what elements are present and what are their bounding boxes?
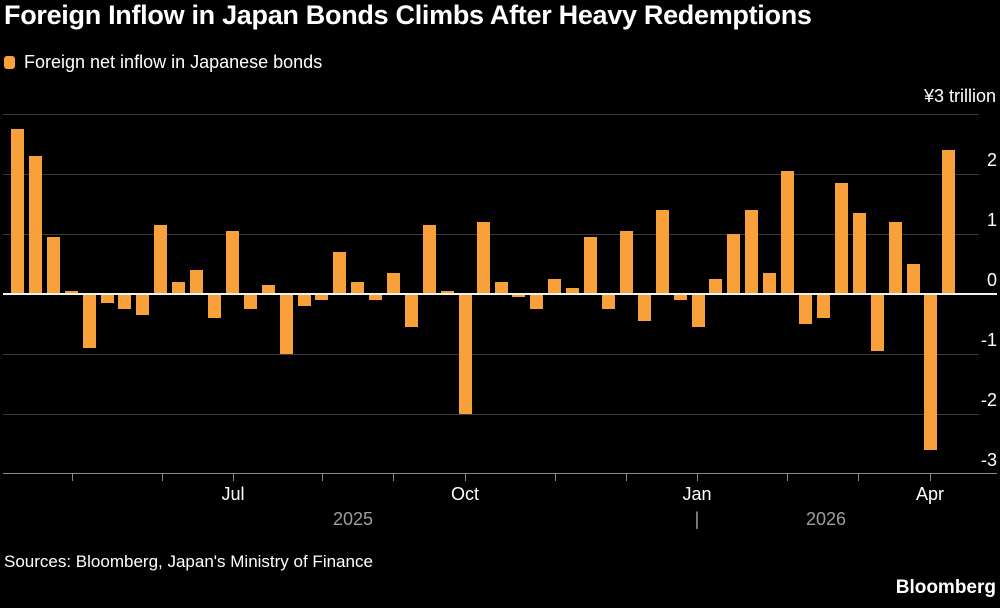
legend-label: Foreign net inflow in Japanese bonds	[24, 52, 323, 72]
bar	[709, 279, 723, 294]
bloomberg-logo: Bloomberg	[895, 577, 996, 598]
bar	[387, 273, 401, 294]
year-label: 2025	[332, 509, 374, 529]
bar	[100, 294, 114, 303]
month-tick	[554, 474, 556, 481]
bar	[351, 282, 365, 294]
bar	[82, 294, 96, 348]
bar	[763, 273, 777, 294]
bar	[190, 270, 204, 294]
bar	[64, 291, 78, 294]
bar	[619, 231, 633, 294]
month-label: Oct	[450, 484, 480, 504]
month-tick	[71, 474, 73, 481]
y-axis-label: 0	[986, 270, 997, 290]
bar	[942, 150, 956, 294]
plot-area: 2 1 0 -1 -2 -3 Jul Oct Jan Apr 2025 | 2026	[3, 114, 997, 529]
month-tick	[393, 474, 395, 481]
bar	[727, 234, 741, 294]
bar	[458, 294, 472, 414]
zero-line	[3, 293, 997, 295]
bar	[46, 237, 60, 294]
bar	[225, 231, 239, 294]
bar	[297, 294, 311, 306]
bar	[315, 294, 329, 300]
month-label: Jan	[682, 484, 712, 504]
bar	[333, 252, 347, 294]
bar	[208, 294, 221, 318]
y-axis-label: 2	[986, 150, 997, 170]
month-tick	[162, 474, 164, 481]
year-divider: |	[694, 509, 700, 529]
bar	[584, 237, 598, 294]
month-tick	[321, 474, 323, 481]
bar	[476, 222, 490, 294]
bar	[261, 285, 275, 294]
gridline	[3, 414, 980, 415]
bar	[745, 210, 759, 294]
bar	[136, 294, 150, 315]
month-tick	[697, 474, 698, 481]
gridline	[3, 174, 980, 175]
bar	[566, 288, 580, 294]
legend: Foreign net inflow in Japanese bonds	[4, 52, 322, 73]
bar	[924, 294, 938, 450]
bar	[440, 291, 454, 294]
bar	[422, 225, 436, 294]
bar	[834, 183, 848, 294]
year-label: 2026	[806, 509, 847, 529]
bar	[494, 282, 508, 294]
bar	[602, 294, 616, 309]
month-tick	[465, 474, 466, 481]
month-tick	[786, 474, 788, 481]
page-title: Foreign Inflow in Japan Bonds Climbs Aft…	[4, 0, 812, 30]
month-tick	[233, 474, 234, 481]
y-axis-label: -3	[980, 450, 997, 470]
bar	[548, 279, 562, 294]
month-tick	[858, 474, 860, 481]
bar	[243, 294, 257, 309]
gridline	[3, 234, 980, 235]
bar	[852, 213, 866, 294]
x-axis-line	[3, 473, 997, 474]
y-axis-label: 1	[986, 210, 997, 230]
bar	[28, 156, 42, 294]
month-label: Apr	[915, 484, 945, 504]
bar	[530, 294, 544, 309]
bar	[673, 294, 687, 300]
bar	[154, 225, 168, 294]
gridline	[3, 114, 980, 115]
bar	[118, 294, 132, 309]
bar	[279, 294, 293, 354]
y-axis-label: -1	[980, 330, 997, 350]
bar	[369, 294, 383, 300]
bar	[637, 294, 651, 321]
bar	[781, 171, 795, 294]
month-tick	[930, 474, 931, 481]
sources-text: Sources: Bloomberg, Japan's Ministry of …	[4, 552, 373, 571]
bar	[405, 294, 419, 327]
bar	[172, 282, 186, 294]
month-label: Jul	[221, 484, 245, 504]
bar	[888, 222, 902, 294]
bar	[11, 129, 24, 294]
legend-swatch-icon	[4, 56, 15, 69]
bar	[870, 294, 884, 351]
bar	[691, 294, 705, 327]
bar	[512, 294, 526, 297]
bar	[655, 210, 669, 294]
gridline	[3, 354, 980, 355]
bar	[906, 264, 920, 294]
bar	[799, 294, 813, 324]
month-tick	[626, 474, 628, 481]
y-axis-label: -2	[980, 390, 997, 410]
y-axis-unit-label: ¥3 trillion	[923, 86, 996, 106]
bar	[816, 294, 830, 318]
